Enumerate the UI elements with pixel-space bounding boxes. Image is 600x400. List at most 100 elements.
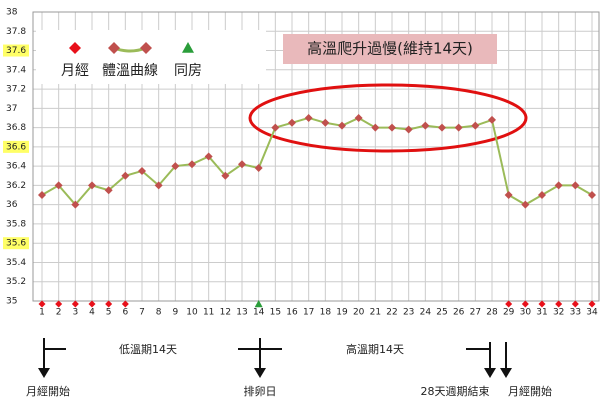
temperature-marker — [104, 186, 113, 195]
temperature-marker — [388, 123, 396, 132]
y-tick-label: 37.6 — [6, 46, 26, 56]
arrow-head — [500, 368, 512, 378]
y-tick-label: 37.8 — [6, 27, 26, 37]
period-marker — [71, 300, 79, 308]
plot-frame — [32, 11, 600, 302]
x-tick-label: 20 — [353, 308, 365, 318]
period-marker — [505, 300, 513, 308]
highlight-ellipse — [248, 83, 528, 153]
temperature-marker — [304, 113, 313, 122]
legend-label: 同房 — [174, 63, 202, 79]
tick-highlight — [3, 44, 29, 57]
temperature-marker — [438, 123, 446, 132]
tick-highlight — [3, 237, 29, 250]
legend-marker — [69, 42, 81, 54]
temperature-marker — [38, 191, 46, 200]
temperature-marker — [121, 171, 130, 180]
temperature-marker — [171, 162, 180, 171]
period-marker — [55, 300, 63, 308]
period-marker — [555, 300, 563, 308]
temperature-marker — [538, 191, 546, 200]
period-marker — [105, 300, 113, 308]
legend: 月經 體溫曲線 同房 — [61, 42, 202, 79]
temperature-marker — [154, 181, 163, 190]
x-tick-label: 30 — [520, 308, 532, 318]
temperature-marker — [488, 115, 496, 124]
x-tick-label: 24 — [420, 308, 432, 318]
x-tick-label: 12 — [220, 308, 231, 318]
temperature-marker — [454, 123, 463, 132]
x-tick-label: 7 — [139, 308, 145, 318]
period-marker — [521, 300, 529, 308]
legend-label: 月經 — [61, 63, 89, 79]
legend-marker — [108, 42, 120, 54]
y-tick-label: 35.6 — [6, 239, 26, 249]
x-tick-label: 15 — [270, 308, 281, 318]
x-tick-label: 16 — [286, 308, 298, 318]
temperature-marker — [521, 200, 530, 209]
temperature-marker — [371, 123, 380, 132]
x-tick-label: 4 — [89, 308, 95, 318]
x-tick-label: 2 — [56, 308, 62, 318]
x-tick-label: 31 — [536, 308, 547, 318]
intercourse-marker — [254, 300, 263, 308]
timeline-label: 月經開始 — [26, 384, 70, 398]
legend-box — [36, 30, 266, 84]
timeline-label: 高溫期14天 — [346, 342, 404, 356]
x-tick-label: 33 — [570, 308, 581, 318]
arrow — [466, 342, 507, 372]
temperature-marker — [354, 113, 363, 122]
temperature-marker — [571, 181, 580, 190]
temperature-marker — [471, 121, 480, 130]
y-tick-label: 37.2 — [6, 85, 26, 95]
temperature-marker — [404, 125, 413, 134]
x-tick-label: 22 — [386, 308, 397, 318]
temperature-marker — [221, 171, 230, 180]
x-tick-label: 25 — [436, 308, 447, 318]
y-tick-label: 35.4 — [6, 258, 26, 268]
x-tick-label: 10 — [186, 308, 198, 318]
temperature-marker — [71, 200, 80, 209]
temperature-marker — [288, 118, 296, 127]
temperature-marker — [88, 181, 96, 190]
annotation: 高溫爬升過慢(維持14天) — [307, 40, 473, 58]
temperature-line — [41, 116, 593, 207]
x-tick-label: 19 — [336, 308, 348, 318]
legend-marker — [182, 42, 194, 53]
y-tick-label: 36.2 — [6, 181, 26, 191]
x-tick-label: 9 — [172, 308, 178, 318]
y-tick-label: 35 — [6, 297, 17, 307]
y-tick-label: 35.2 — [6, 277, 26, 287]
tick-highlight — [3, 140, 29, 153]
y-tick-label: 37.4 — [6, 65, 26, 75]
arrow-head — [254, 368, 266, 378]
arrow — [43, 338, 66, 372]
temperature-marker — [188, 160, 196, 169]
x-tick-label: 11 — [203, 308, 214, 318]
temperature-marker — [238, 160, 246, 169]
x-tick-label: 14 — [253, 308, 265, 318]
timeline-label: 低溫期14天 — [119, 342, 177, 356]
timeline-label: 28天週期結束 — [421, 384, 490, 398]
x-tick-label: 23 — [403, 308, 414, 318]
arrow — [238, 338, 282, 372]
x-tick-label: 32 — [553, 308, 564, 318]
temperature-marker — [504, 191, 513, 200]
period-marker — [571, 300, 579, 308]
temperature-marker — [421, 121, 430, 130]
temperature-marker — [138, 166, 146, 175]
period-marker — [538, 300, 546, 308]
x-tick-label: 34 — [586, 308, 598, 318]
x-tick-label: 18 — [320, 308, 332, 318]
x-tick-label: 21 — [370, 308, 381, 318]
x-tick-label: 27 — [470, 308, 481, 318]
legend-marker — [140, 42, 152, 54]
x-tick-label: 6 — [122, 308, 128, 318]
x-tick-label: 3 — [72, 308, 78, 318]
y-tick-label: 37 — [6, 104, 17, 114]
temperature-marker — [588, 191, 596, 200]
x-tick-label: 1 — [39, 308, 45, 318]
x-tick-label: 29 — [503, 308, 515, 318]
x-tick-label: 26 — [453, 308, 465, 318]
